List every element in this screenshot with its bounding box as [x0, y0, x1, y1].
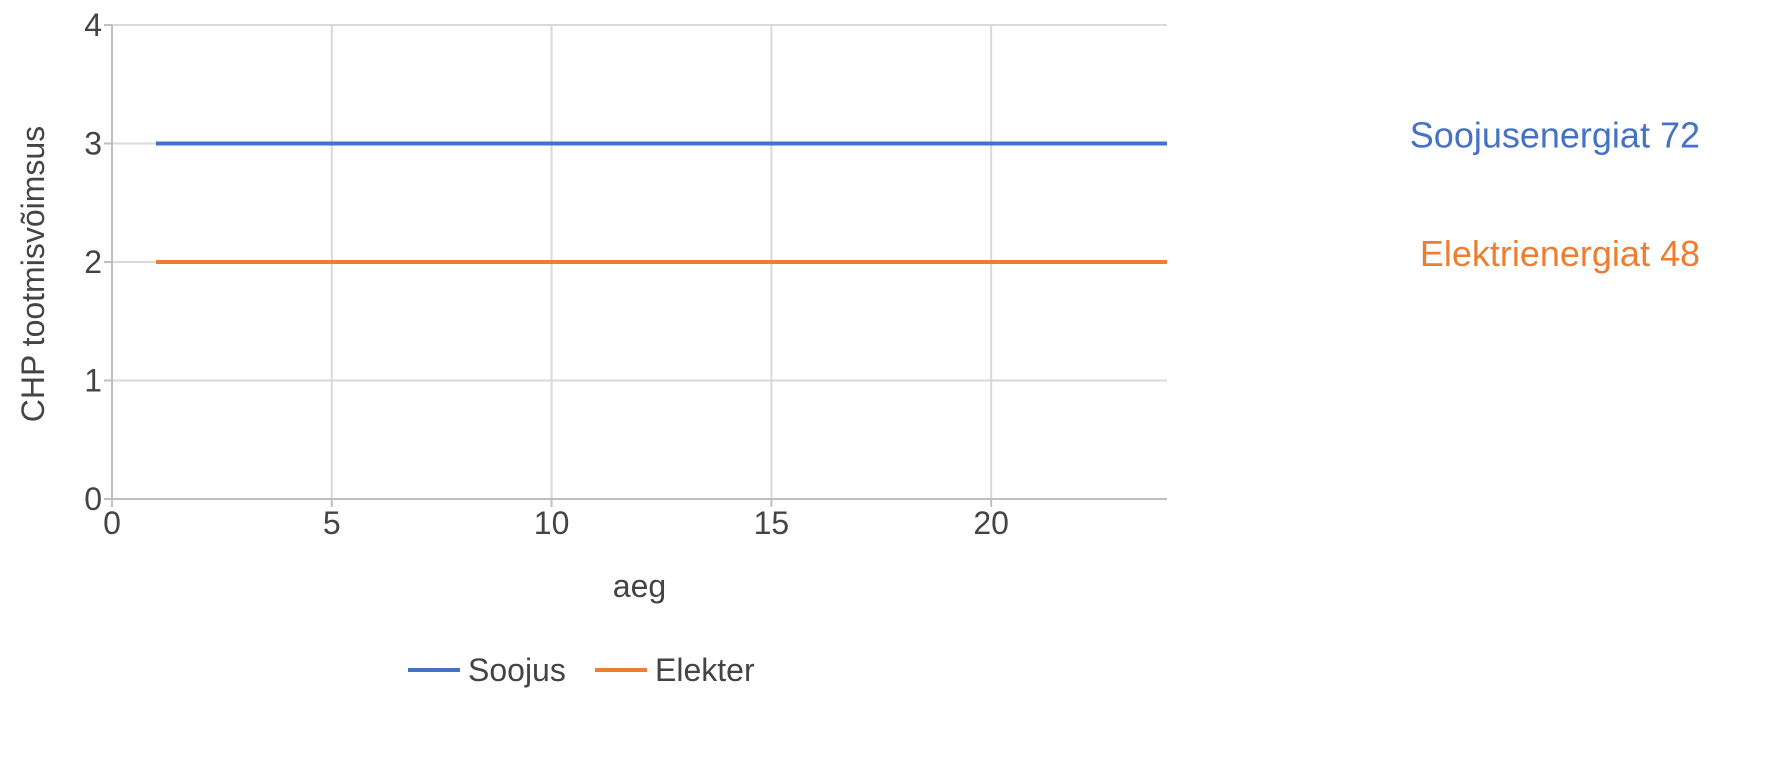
annotation-label: Soojusenergiat 72 — [1410, 115, 1700, 156]
y-tick-label: 2 — [84, 244, 102, 280]
chart-tick-labels: 0 1 2 3 4 0 5 10 15 20 — [84, 7, 1009, 541]
y-tick-label: 3 — [84, 126, 102, 162]
y-tick-label: 4 — [84, 7, 102, 43]
legend-label-soojus: Soojus — [468, 652, 566, 688]
chart-legend: Soojus Elekter — [408, 652, 755, 688]
x-axis-title: aeg — [613, 568, 666, 604]
x-tick-label: 0 — [103, 505, 121, 541]
annotation-label: Elektrienergiat 48 — [1420, 233, 1700, 274]
legend-label-elekter: Elekter — [655, 652, 755, 688]
x-tick-label: 20 — [973, 505, 1009, 541]
chart-series — [155, 141, 1167, 264]
y-tick-label: 0 — [84, 481, 102, 517]
y-axis-title: CHP tootmisvõimsus — [15, 126, 51, 422]
chart-axes — [104, 24, 1167, 507]
y-tick-label: 1 — [84, 363, 102, 399]
x-tick-label: 10 — [534, 505, 570, 541]
chart-annotations: Soojusenergiat 72 Elektrienergiat 48 — [1410, 115, 1700, 275]
x-tick-label: 15 — [754, 505, 790, 541]
x-tick-label: 5 — [323, 505, 341, 541]
